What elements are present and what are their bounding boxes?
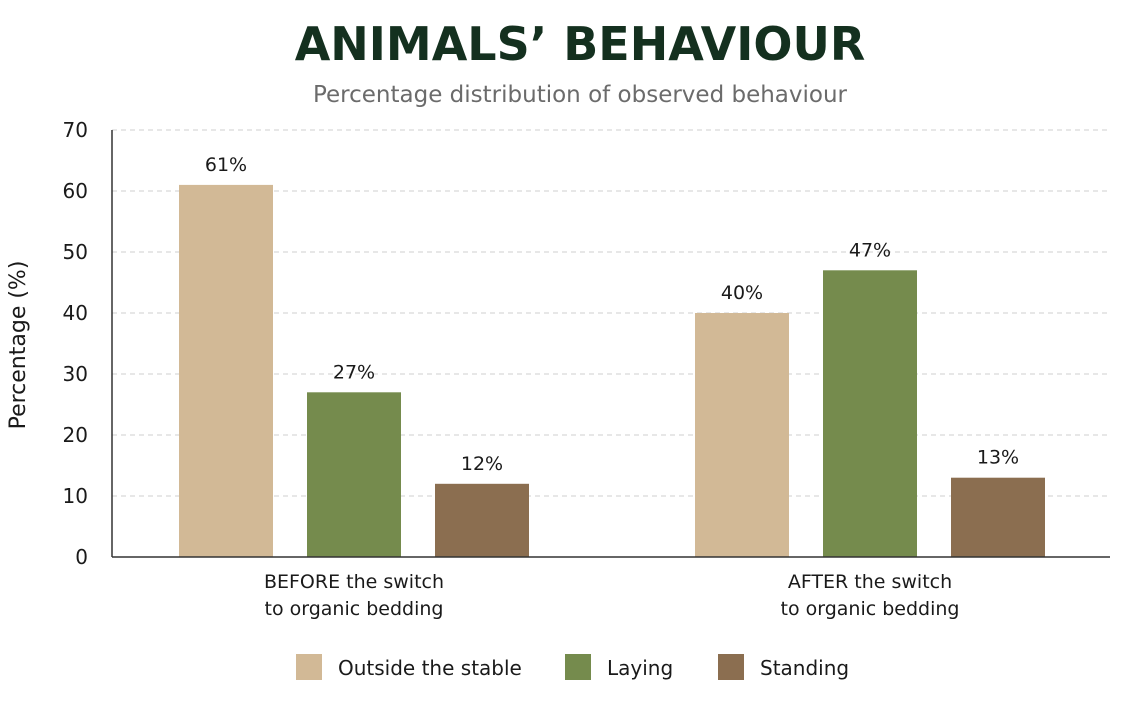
data-label: 47% [849,239,891,261]
y-axis-label: Percentage (%) [6,261,31,430]
category-label: to organic bedding [265,598,444,620]
y-tick-label: 0 [75,545,88,569]
data-labels: 61% 27% 12% 40% 47% 13% [205,154,1019,475]
data-label: 61% [205,154,247,176]
y-tick-label: 70 [63,118,88,142]
bar [179,184,273,557]
bars [179,184,1045,557]
y-tick-label: 60 [63,179,88,203]
y-tick-label: 20 [63,423,88,447]
legend-swatch [565,654,591,680]
y-tick-label: 10 [63,484,88,508]
axes [111,130,1110,558]
legend-swatch [296,654,322,680]
legend: Outside the stable Laying Standing [296,654,849,680]
y-tick-label: 40 [63,301,88,325]
data-label: 13% [977,447,1019,469]
data-label: 40% [721,282,763,304]
data-label: 12% [461,453,503,475]
y-tick-label: 30 [63,362,88,386]
legend-swatch [718,654,744,680]
category-label: BEFORE the switch [264,571,444,593]
legend-label: Outside the stable [338,656,522,680]
gridlines [112,129,1110,497]
y-axis-ticks: 0 10 20 30 40 50 60 70 [63,118,88,569]
chart-title: ANIMALS’ BEHAVIOUR [295,17,866,71]
bar [435,483,529,557]
chart-subtitle: Percentage distribution of observed beha… [313,82,848,108]
legend-label: Laying [607,656,673,680]
category-label: to organic bedding [781,598,960,620]
data-label: 27% [333,361,375,383]
bar [695,313,789,557]
category-label: AFTER the switch [788,571,952,593]
y-tick-label: 50 [63,240,88,264]
bar [823,270,917,557]
bar [307,392,401,557]
legend-label: Standing [760,656,849,680]
bar [951,477,1045,557]
x-axis-categories: BEFORE the switch to organic bedding AFTER… [264,571,960,620]
